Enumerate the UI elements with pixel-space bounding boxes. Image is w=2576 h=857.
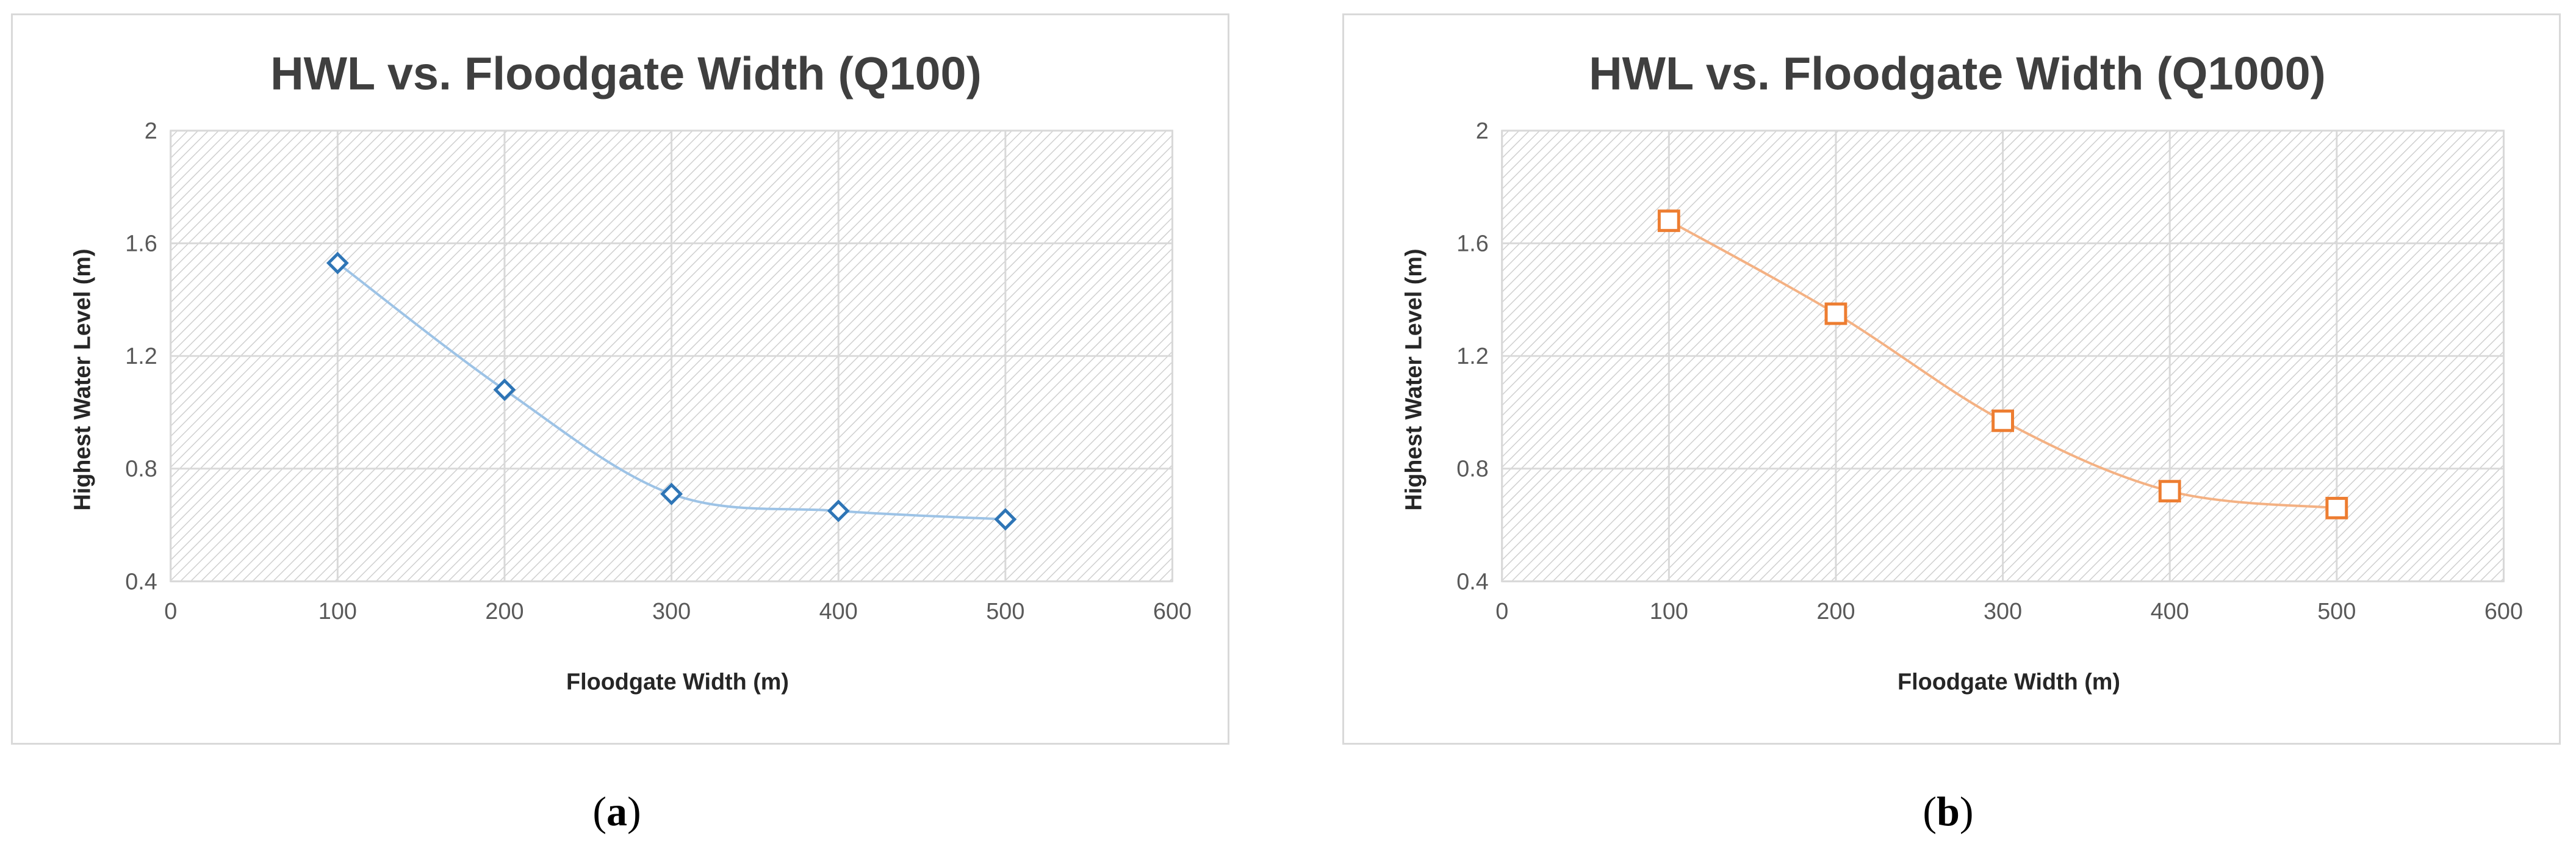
y-tick-label: 1.2 bbox=[1456, 344, 1489, 369]
y-tick-label: 0.8 bbox=[125, 457, 157, 482]
data-point bbox=[2325, 496, 2348, 519]
y-tick-label: 2 bbox=[145, 118, 157, 144]
x-tick-label: 400 bbox=[819, 599, 858, 624]
caption-a-letter: a bbox=[606, 788, 627, 834]
x-tick-label: 300 bbox=[1984, 599, 2022, 624]
chart-a-svg: HWL vs. Floodgate Width (Q100) Floodgate… bbox=[70, 48, 1192, 695]
y-tick-label: 0.4 bbox=[125, 569, 157, 595]
data-point bbox=[2158, 480, 2181, 503]
y-axis-title: Highest Water Level (m) bbox=[1401, 248, 1427, 510]
series-line bbox=[337, 262, 1006, 521]
y-tick-label: 2 bbox=[1476, 118, 1489, 144]
y-tick-label: 1.2 bbox=[125, 344, 157, 369]
caption-a: (a) bbox=[592, 788, 641, 834]
data-point bbox=[1991, 409, 2014, 432]
x-tick-label: 200 bbox=[485, 599, 523, 624]
y-tick-label: 1.6 bbox=[1456, 231, 1489, 257]
x-tick-label: 100 bbox=[318, 599, 357, 624]
data-point bbox=[1824, 302, 1847, 325]
x-tick-label: 600 bbox=[1153, 599, 1192, 624]
x-tick-label: 300 bbox=[652, 599, 691, 624]
x-tick-label: 500 bbox=[986, 599, 1024, 624]
x-tick-label: 200 bbox=[1816, 599, 1855, 624]
data-point bbox=[1657, 209, 1680, 233]
chart-b-svg: HWL vs. Floodgate Width (Q1000) Floodgat… bbox=[1401, 48, 2523, 695]
plot-frame bbox=[1501, 129, 2505, 582]
data-point bbox=[326, 251, 349, 275]
x-tick-label: 400 bbox=[2151, 599, 2189, 624]
x-axis-title: Floodgate Width (m) bbox=[566, 669, 789, 695]
data-point bbox=[660, 482, 683, 505]
plot-frame bbox=[170, 129, 1173, 582]
x-axis-title: Floodgate Width (m) bbox=[1898, 669, 2120, 695]
x-tick-label: 100 bbox=[1650, 599, 1688, 624]
x-tick-label: 500 bbox=[2317, 599, 2356, 624]
x-tick-label: 0 bbox=[164, 599, 177, 624]
caption-b-letter: b bbox=[1937, 788, 1960, 834]
data-point bbox=[827, 499, 850, 523]
chart-title: HWL vs. Floodgate Width (Q100) bbox=[270, 48, 982, 99]
chart-panel-a: HWL vs. Floodgate Width (Q100) Floodgate… bbox=[11, 13, 1229, 745]
y-tick-label: 1.6 bbox=[125, 231, 157, 257]
data-point bbox=[994, 508, 1017, 531]
y-axis-title: Highest Water Level (m) bbox=[70, 248, 95, 510]
data-point bbox=[493, 378, 516, 402]
chart-panel-b: HWL vs. Floodgate Width (Q1000) Floodgat… bbox=[1342, 13, 2561, 745]
chart-title: HWL vs. Floodgate Width (Q1000) bbox=[1589, 48, 2326, 99]
x-tick-label: 600 bbox=[2484, 599, 2523, 624]
y-tick-label: 0.4 bbox=[1456, 569, 1489, 595]
x-tick-label: 0 bbox=[1495, 599, 1508, 624]
caption-b: (b) bbox=[1923, 788, 1974, 834]
y-tick-label: 0.8 bbox=[1456, 457, 1489, 482]
